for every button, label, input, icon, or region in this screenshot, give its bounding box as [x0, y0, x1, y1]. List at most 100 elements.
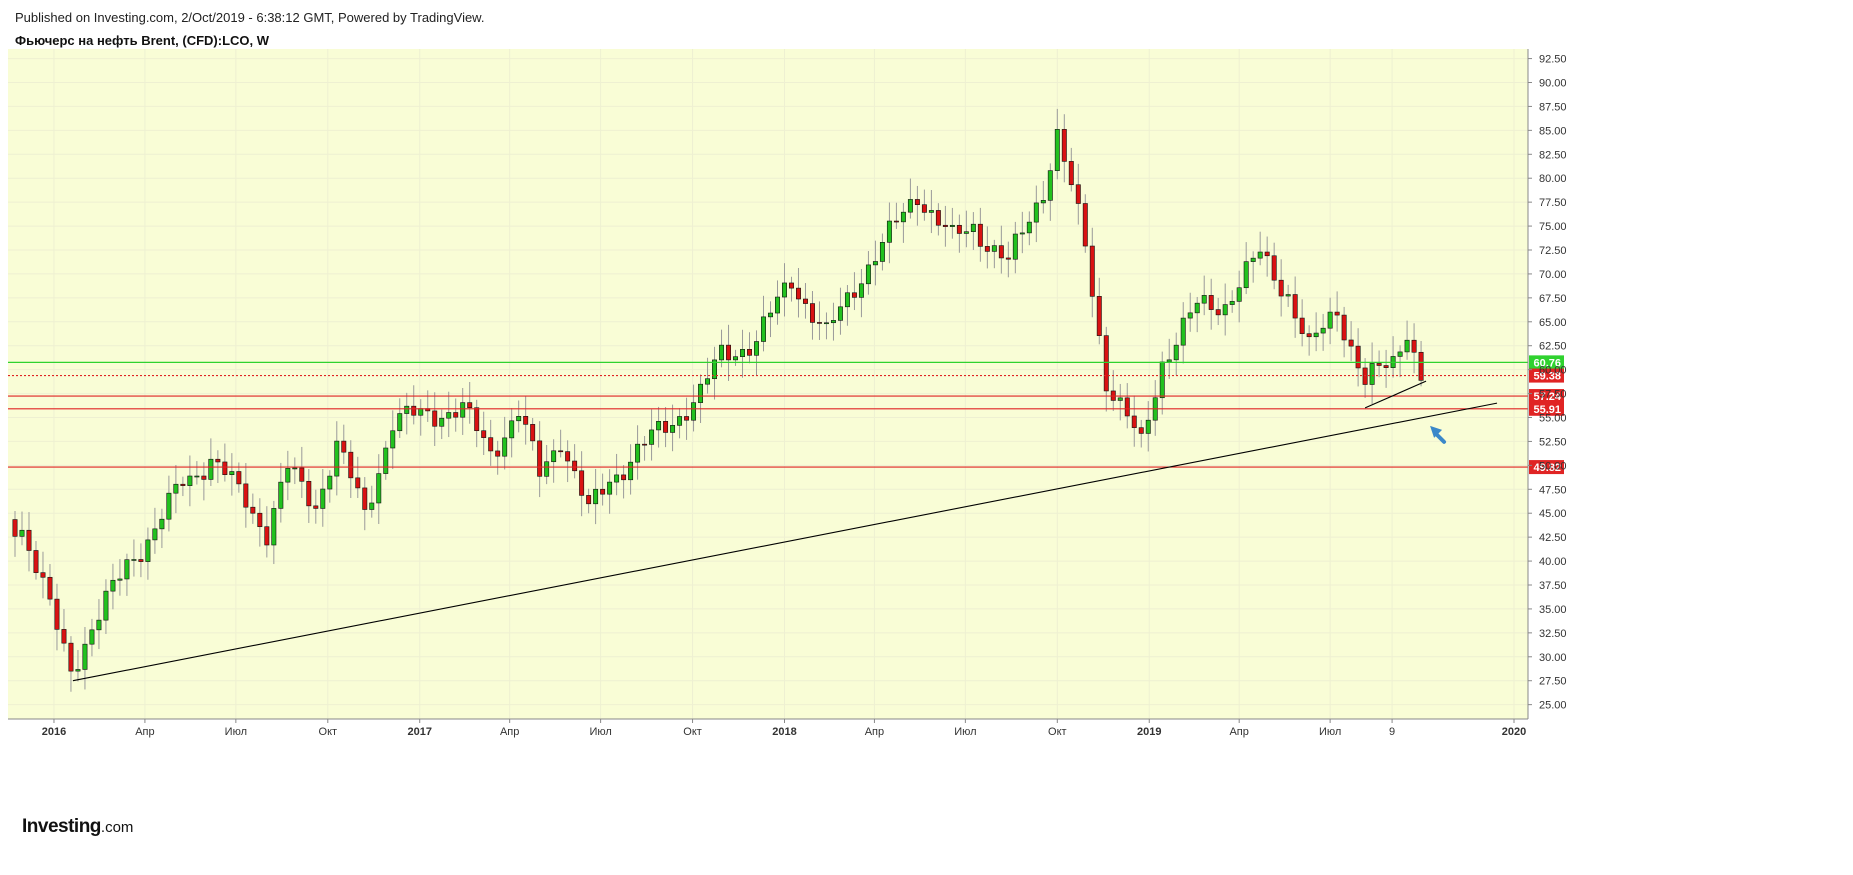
- candle-up: [1026, 221, 1032, 234]
- level-label: 49.82: [1533, 462, 1561, 474]
- price-axis[interactable]: 25.00 27.50 30.00 32.50 35.00 37.50 40.00 42.50…: [1527, 49, 1567, 719]
- y-tick-label: 65.00: [1539, 317, 1567, 329]
- candle-up: [677, 416, 683, 426]
- y-tick-label: 70.00: [1539, 269, 1567, 281]
- candle-up: [1285, 294, 1291, 297]
- x-tick-label: 2018: [772, 726, 796, 738]
- candle-down: [726, 344, 731, 361]
- candle-down: [1131, 415, 1137, 428]
- candle-down: [572, 460, 578, 472]
- candle-down: [236, 471, 242, 485]
- candle-down: [684, 416, 690, 421]
- candle-up: [754, 341, 759, 356]
- candle-up: [1250, 257, 1256, 262]
- level-label-box: [1529, 389, 1564, 404]
- candle-down: [1103, 335, 1109, 392]
- x-tick-label: Июл: [954, 726, 976, 738]
- candle-up: [1327, 311, 1333, 329]
- candle-down: [796, 287, 801, 300]
- candle-up: [292, 467, 298, 470]
- candle-down: [851, 292, 857, 298]
- annotations: [1430, 425, 1447, 444]
- candle-up: [439, 417, 445, 427]
- level-label: 55.91: [1533, 404, 1561, 416]
- x-tick-label: 2019: [1137, 726, 1161, 738]
- candle-down: [12, 519, 18, 537]
- candle-up: [740, 349, 745, 357]
- candle-down: [816, 322, 822, 324]
- candle-up: [320, 488, 326, 509]
- candle-down: [488, 437, 494, 452]
- candle-up: [1145, 419, 1151, 434]
- x-tick-label: Окт: [319, 726, 338, 738]
- candle-up: [670, 425, 676, 433]
- candle-up: [761, 316, 766, 342]
- candle-up: [1201, 295, 1207, 304]
- level-label-box: [1529, 401, 1564, 416]
- candle-down: [1271, 255, 1277, 281]
- candle-down: [362, 487, 368, 510]
- candle-up: [334, 440, 340, 477]
- candle-down: [803, 298, 808, 304]
- candle-up: [551, 450, 557, 463]
- candle-down: [243, 483, 249, 508]
- candle-up: [110, 579, 116, 592]
- candle-up: [907, 199, 913, 213]
- y-tick-label: 35.00: [1539, 604, 1567, 616]
- candle-down: [942, 224, 948, 227]
- candle-up: [705, 378, 711, 385]
- y-tick-label: 60.00: [1539, 365, 1567, 377]
- gridlines: [8, 49, 1528, 719]
- level-label: 57.24: [1533, 391, 1561, 403]
- candle-down: [558, 450, 564, 453]
- candle-up: [837, 306, 843, 321]
- candle-down: [257, 512, 263, 528]
- candle-up: [271, 508, 277, 546]
- candle-up: [1313, 332, 1319, 338]
- candle-up: [278, 481, 284, 509]
- candle-down: [1383, 365, 1389, 368]
- candle-up: [145, 539, 151, 562]
- candle-up: [1159, 361, 1165, 399]
- candle-up: [208, 458, 214, 480]
- candle-down: [1068, 161, 1074, 186]
- y-tick-label: 32.50: [1539, 628, 1567, 640]
- candle-down: [1215, 309, 1221, 316]
- x-tick-label: 2016: [42, 726, 66, 738]
- candle-up: [900, 211, 906, 223]
- candle-down: [586, 495, 592, 505]
- candle-down: [54, 598, 60, 630]
- candle-down: [1089, 245, 1095, 297]
- time-axis[interactable]: 2016 Апр Июл Окт 2017 Апр Июл Окт 2018 Апр Июл Окт 2…: [8, 718, 1528, 738]
- candle-down: [579, 470, 585, 496]
- candle-up: [1243, 261, 1249, 289]
- candle-up: [1180, 317, 1186, 346]
- candle-down: [1005, 257, 1011, 260]
- trendlines: [72, 380, 1498, 682]
- level-label: 59.38: [1533, 371, 1561, 383]
- candle-up: [649, 429, 655, 445]
- level-label-box: [1529, 460, 1564, 475]
- candle-up: [75, 669, 81, 672]
- candle-down: [33, 550, 39, 573]
- candle-down: [61, 629, 67, 644]
- candle-up: [1397, 351, 1403, 357]
- candle-down: [998, 245, 1004, 259]
- candle-up: [229, 471, 235, 475]
- candle-down: [893, 220, 899, 223]
- candle-down: [747, 349, 752, 356]
- candle-up: [1222, 304, 1228, 316]
- candle-up: [782, 282, 787, 298]
- candle-up: [970, 223, 976, 232]
- candle-up: [404, 405, 410, 414]
- y-tick-label: 50.00: [1539, 460, 1567, 472]
- plot-background: [8, 49, 1528, 719]
- candle-down: [453, 412, 459, 418]
- y-tick-label: 30.00: [1539, 652, 1567, 664]
- candle-down: [1208, 295, 1214, 310]
- candle-down: [1096, 296, 1102, 336]
- candle-up: [712, 359, 718, 380]
- candle-up: [1369, 363, 1375, 385]
- y-tick-label: 25.00: [1539, 700, 1567, 712]
